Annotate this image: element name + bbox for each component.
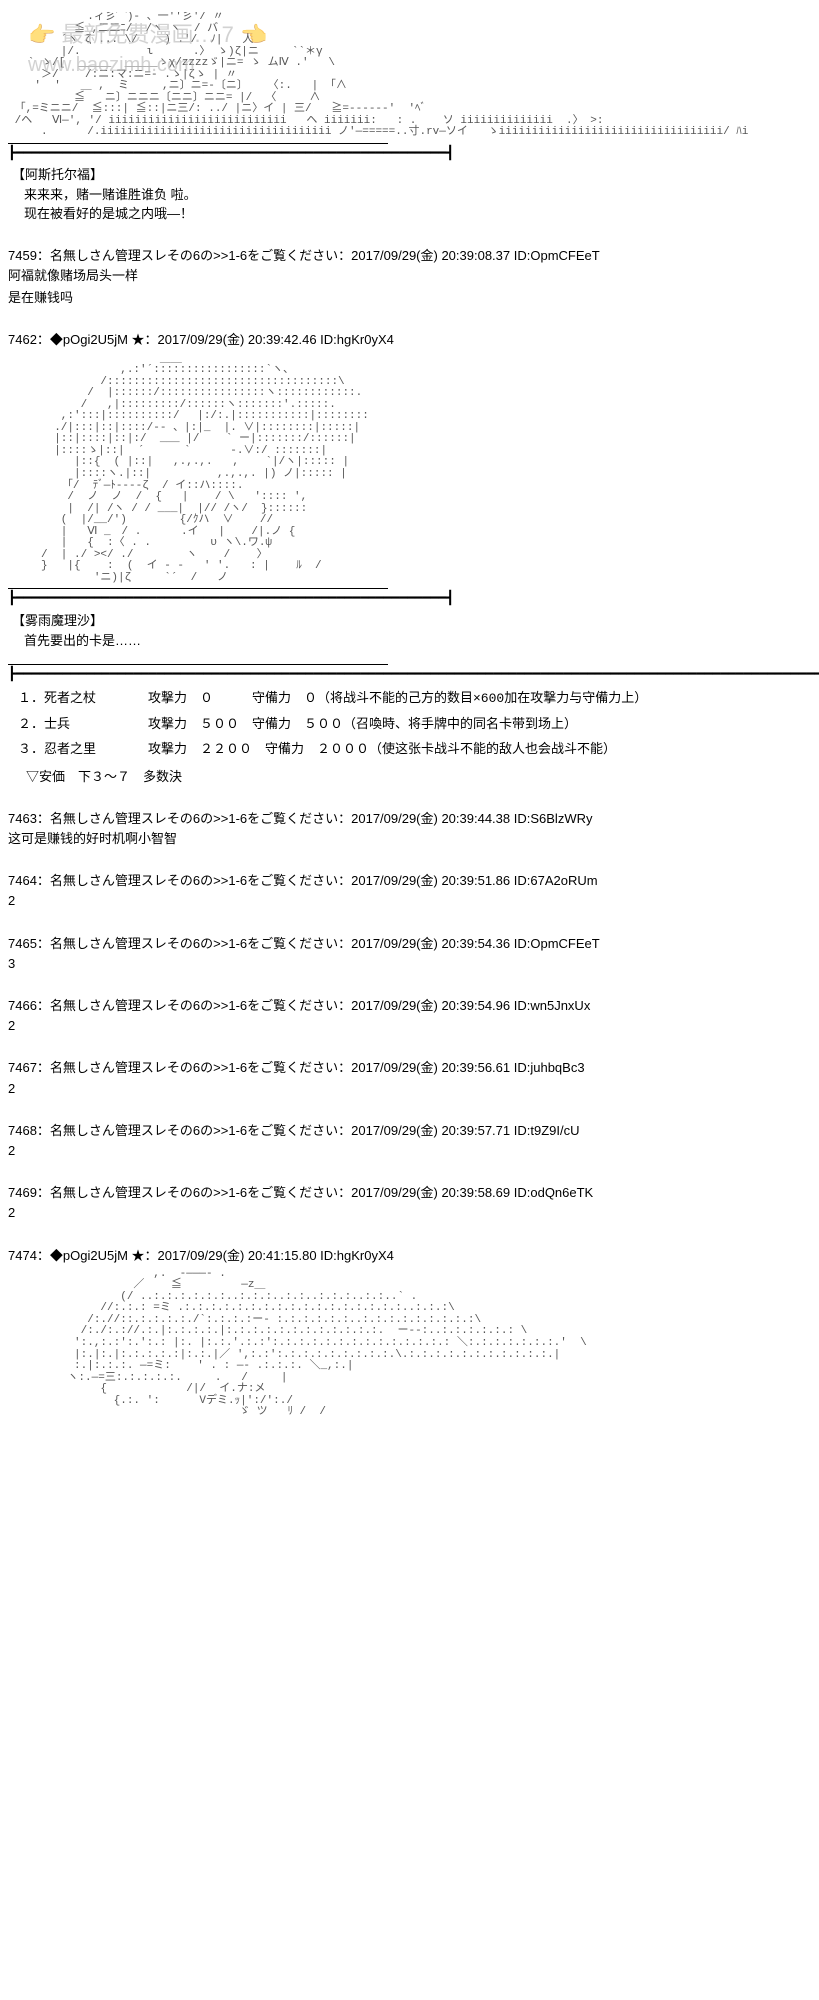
post-7459-body1: 阿福就像赌场局头一样 xyxy=(8,267,811,285)
post-7468-header: 7468：名無しさん管理スレその6の>>1-6をご覧ください：2017/09/2… xyxy=(8,1122,811,1140)
post-7467-header: 7467：名無しさん管理スレその6の>>1-6をご覧ください：2017/09/2… xyxy=(8,1059,811,1077)
watermark-line1: 👉 最新免费漫画… 7 👈 xyxy=(28,22,267,47)
post-7466-body: 2 xyxy=(8,1017,811,1035)
post-7462-header: 7462：◆pOgi2U5jM ★：2017/09/29(金) 20:39:42… xyxy=(8,331,811,349)
divider-3: ┣━━━━━━━━━━━━━━━━━━━━━━━━━━━━━━━━━━━━━━━… xyxy=(8,664,388,683)
reply-list: 7463：名無しさん管理スレその6の>>1-6をご覧ください：2017/09/2… xyxy=(8,810,811,1223)
divider-1: ┣━━━━━━━━━━━━━━━━━━━━━━━━━━━━━━━━━━━━━━━… xyxy=(8,143,388,162)
dialogue-1b: 现在被看好的是城之内哦—！ xyxy=(24,205,811,223)
dialogue-1a: 来来来，赌一赌谁胜谁负 啦。 xyxy=(24,186,811,204)
ascii-art-2: ＿＿ ,.:'´:::::::::::::::::`ヽ、 /::::::::::… xyxy=(8,354,811,585)
post-7468-body: 2 xyxy=(8,1142,811,1160)
vote-instruction: ▽安価 下３～７ 多数決 xyxy=(26,768,811,786)
post-7459-header: 7459：名無しさん管理スレその6の>>1-6をご覧ください：2017/09/2… xyxy=(8,247,811,265)
post-7469-header: 7469：名無しさん管理スレその6の>>1-6をご覧ください：2017/09/2… xyxy=(8,1184,811,1202)
speaker-2: 【雾雨魔理沙】 xyxy=(12,612,811,630)
ascii-art-3: ,. -―――- . ／ ≦ ―z＿ (/ ..:.:.:.:.:.:..:.:… xyxy=(8,1269,811,1419)
watermark: 👉 最新免费漫画… 7 👈 www.baozimh.com xyxy=(28,20,267,79)
divider-2: ┣━━━━━━━━━━━━━━━━━━━━━━━━━━━━━━━━━━━━━━━… xyxy=(8,588,388,607)
post-7465-body: 3 xyxy=(8,955,811,973)
post-7463-header: 7463：名無しさん管理スレその6の>>1-6をご覧ください：2017/09/2… xyxy=(8,810,811,828)
card-option-2: ２．士兵 攻撃力 ５００ 守備力 ５００（召喚時、将手牌中的同名卡带到场上） xyxy=(18,715,811,735)
post-7469-body: 2 xyxy=(8,1204,811,1222)
post-7463-body: 这可是赚钱的好时机啊小智智 xyxy=(8,830,811,848)
post-7474-header: 7474：◆pOgi2U5jM ★：2017/09/29(金) 20:41:15… xyxy=(8,1247,811,1265)
post-7466-header: 7466：名無しさん管理スレその6の>>1-6をご覧ください：2017/09/2… xyxy=(8,997,811,1015)
post-7467-body: 2 xyxy=(8,1080,811,1098)
dialogue-2a: 首先要出的卡是…… xyxy=(24,632,811,650)
post-7464-body: 2 xyxy=(8,892,811,910)
post-7459-body2: 是在赚钱吗 xyxy=(8,289,811,307)
speaker-1: 【阿斯托尔福】 xyxy=(12,166,811,184)
card-option-3: ３．忍者之里 攻撃力 ２２００ 守備力 ２０００（使这张卡战斗不能的敌人也会战斗… xyxy=(18,740,811,760)
watermark-line2: www.baozimh.com xyxy=(28,54,195,76)
card-option-1: １．死者之杖 攻撃力 ０ 守備力 ０（将战斗不能的己方的数目×600加在攻撃力与… xyxy=(18,689,811,709)
post-7464-header: 7464：名無しさん管理スレその6の>>1-6をご覧ください：2017/09/2… xyxy=(8,872,811,890)
post-7465-header: 7465：名無しさん管理スレその6の>>1-6をご覧ください：2017/09/2… xyxy=(8,935,811,953)
